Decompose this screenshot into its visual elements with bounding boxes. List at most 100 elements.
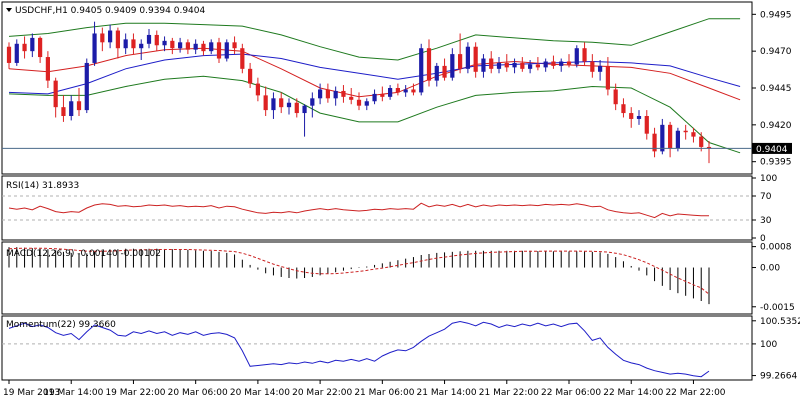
candle <box>489 51 494 74</box>
candle-body <box>333 90 338 99</box>
bollinger-upper-line <box>8 18 741 61</box>
candle-body <box>559 61 564 66</box>
time-tick-label: 20 Mar 14:00 <box>230 388 290 398</box>
candle <box>434 62 439 87</box>
candle-body <box>644 116 649 134</box>
candle-body <box>621 104 626 114</box>
candle-body <box>675 130 680 149</box>
candle <box>582 42 587 66</box>
candle-body <box>139 43 144 49</box>
candle-body <box>302 105 307 114</box>
rsi-label: RSI(14) 31.8933 <box>6 181 79 191</box>
candle-body <box>6 46 12 63</box>
candle <box>170 37 175 55</box>
candle <box>6 42 12 69</box>
candle-body <box>598 65 603 72</box>
candle-body <box>255 83 260 96</box>
candle-body <box>38 37 43 58</box>
candle-body <box>426 48 432 81</box>
candle-body <box>209 42 214 52</box>
time-tick-label: 22 Mar 06:00 <box>541 388 601 398</box>
candle-body <box>683 130 688 133</box>
candle <box>496 57 502 74</box>
candle-body <box>349 96 354 100</box>
momentum-axis-tick-label: 100.5352 <box>760 317 800 327</box>
candle-body <box>652 133 657 152</box>
candle-body <box>411 89 416 93</box>
candle-body <box>629 113 634 119</box>
candle <box>388 85 393 100</box>
candle-body <box>473 46 478 72</box>
candle-body <box>504 62 509 68</box>
macd-axis-tick-label: 0.00 <box>760 264 780 274</box>
candle-body <box>108 30 113 43</box>
candle-body <box>271 98 276 111</box>
bollinger-lower-line <box>8 75 741 154</box>
rsi-axis: 100 70 30 0 <box>752 174 777 244</box>
candle-body <box>162 40 167 46</box>
macd-pane: MACD(12,26,9) -0.00140 -0.00102 0.00080.… <box>1 241 795 315</box>
candle-body <box>201 43 206 52</box>
candle-body <box>30 37 35 52</box>
candle <box>76 88 82 116</box>
candle-body <box>356 99 362 106</box>
candle-body <box>14 43 19 63</box>
price-pane: 0.9404 USDCHF,H1 0.9405 0.9409 0.9394 0.… <box>1 1 792 175</box>
candle-body <box>279 98 284 108</box>
time-tick-label: 21 Mar 06:00 <box>354 388 414 398</box>
price-axis: 0.9495 0.9470 0.9445 0.9420 0.9395 <box>752 10 792 168</box>
candle <box>100 27 105 52</box>
candle <box>675 127 680 152</box>
candle <box>419 43 424 96</box>
price-axis-tick-label: 0.9495 <box>760 10 792 20</box>
candle <box>566 54 572 68</box>
time-tick-label: 19 Mar 22:00 <box>105 388 165 398</box>
candle-body <box>22 43 27 52</box>
candle <box>279 92 284 114</box>
candle <box>248 62 253 88</box>
candle <box>318 83 323 105</box>
candle <box>473 42 478 78</box>
candle <box>691 127 696 143</box>
momentum-pane: Momentum(22) 99.3660 100.5352 100 99.2664 <box>1 315 800 382</box>
candle-body <box>92 33 97 63</box>
moving-average-fast-line <box>8 47 741 101</box>
candle <box>255 77 260 102</box>
candle <box>543 58 548 72</box>
candle <box>123 33 128 55</box>
candle <box>629 107 634 128</box>
candle-body <box>613 89 618 105</box>
candle-body <box>286 102 292 108</box>
rsi-pane-frame <box>1 175 753 241</box>
candle <box>232 36 237 55</box>
candle <box>38 36 43 63</box>
momentum-axis: 100.5352 100 99.2664 <box>752 317 800 382</box>
candle <box>574 45 579 68</box>
current-price-tag <box>752 142 792 154</box>
candle <box>341 85 346 103</box>
candle <box>528 60 533 74</box>
candle <box>92 21 97 66</box>
time-tick-label: 19 Mar 14:00 <box>43 388 103 398</box>
candle-body <box>636 116 642 119</box>
candle <box>53 77 58 118</box>
candle <box>372 89 377 105</box>
rsi-axis-tick-label: 0 <box>760 234 766 244</box>
candle-body <box>310 98 315 106</box>
rsi-axis-tick-label: 100 <box>760 174 777 184</box>
candle-body <box>224 42 229 59</box>
candle <box>271 92 276 119</box>
candle-body <box>512 62 517 68</box>
candle <box>201 40 206 56</box>
momentum-pane-frame <box>1 315 753 381</box>
candle-body <box>146 34 152 44</box>
candle-body <box>660 124 665 152</box>
candle-body <box>263 95 268 111</box>
candle <box>263 86 268 116</box>
candle-body <box>489 58 494 69</box>
candle <box>139 39 144 60</box>
rsi-pane: RSI(14) 31.8933 100 70 30 0 <box>1 174 777 244</box>
momentum-line <box>8 320 710 378</box>
